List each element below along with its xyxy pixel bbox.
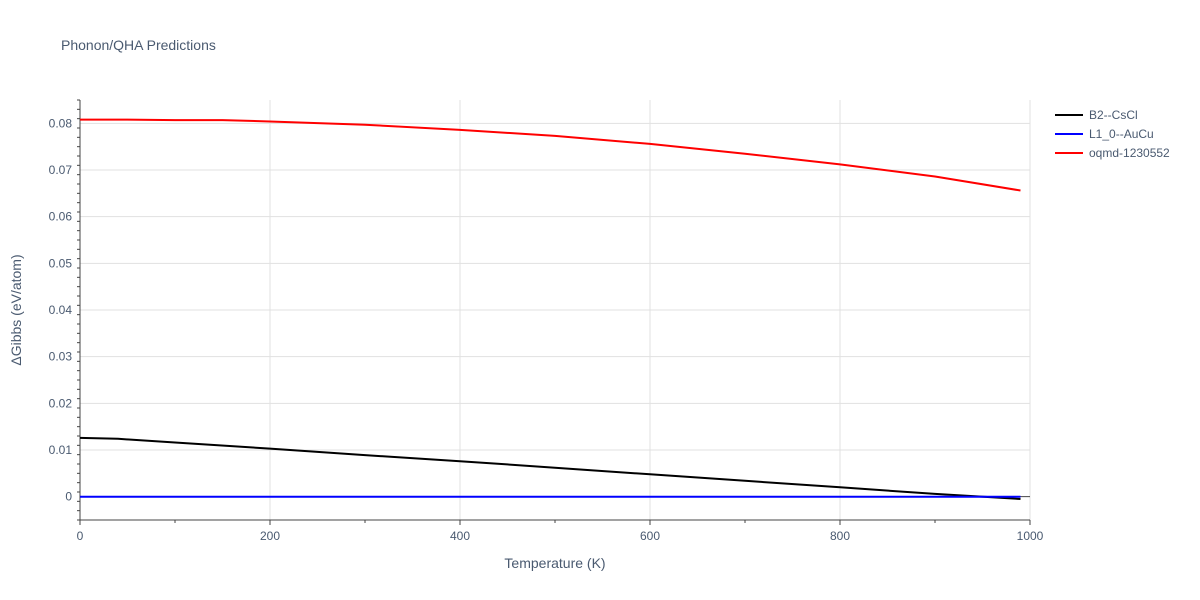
x-axis-title: Temperature (K): [504, 555, 605, 571]
y-tick-label: 0.03: [49, 350, 73, 364]
x-tick-label: 600: [640, 529, 660, 543]
x-tick-label: 0: [77, 529, 84, 543]
chart-title: Phonon/QHA Predictions: [61, 37, 216, 53]
x-tick-label: 400: [450, 529, 470, 543]
legend-item-l1-0-aucu[interactable]: L1_0--AuCu: [1055, 127, 1154, 141]
legend-label: L1_0--AuCu: [1089, 127, 1154, 141]
y-tick-label: 0.08: [49, 116, 73, 130]
y-tick-label: 0.05: [49, 256, 73, 270]
x-tick-label: 800: [830, 529, 850, 543]
series-line-oqmd-1230552: [80, 118, 1021, 192]
legend-item-oqmd-1230552[interactable]: oqmd-1230552: [1055, 146, 1170, 160]
legend-label: oqmd-1230552: [1089, 146, 1170, 160]
tick-labels: 0 200 400 600 800 1000 0 0.01 0.02 0.03 0.04 0.05 0.…: [49, 116, 1044, 543]
y-tick-label: 0.06: [49, 210, 73, 224]
series-lines: [79, 118, 1021, 500]
y-tick-label: 0.01: [49, 443, 73, 457]
legend[interactable]: B2--CsCl L1_0--AuCu oqmd-1230552: [1055, 108, 1170, 160]
legend-label: B2--CsCl: [1089, 108, 1138, 122]
x-tick-label: 1000: [1017, 529, 1044, 543]
legend-item-b2-cscl[interactable]: B2--CsCl: [1055, 108, 1138, 122]
y-tick-label: 0.07: [49, 163, 73, 177]
series-line-b2-cscl: [79, 436, 1021, 500]
axes: [77, 99, 1031, 525]
y-tick-label: 0.04: [49, 303, 73, 317]
y-axis-title: ΔGibbs (eV/atom): [8, 254, 24, 365]
x-tick-label: 200: [260, 529, 280, 543]
y-tick-label: 0.02: [49, 396, 73, 410]
y-tick-label: 0: [65, 490, 72, 504]
grid: [80, 100, 1031, 520]
